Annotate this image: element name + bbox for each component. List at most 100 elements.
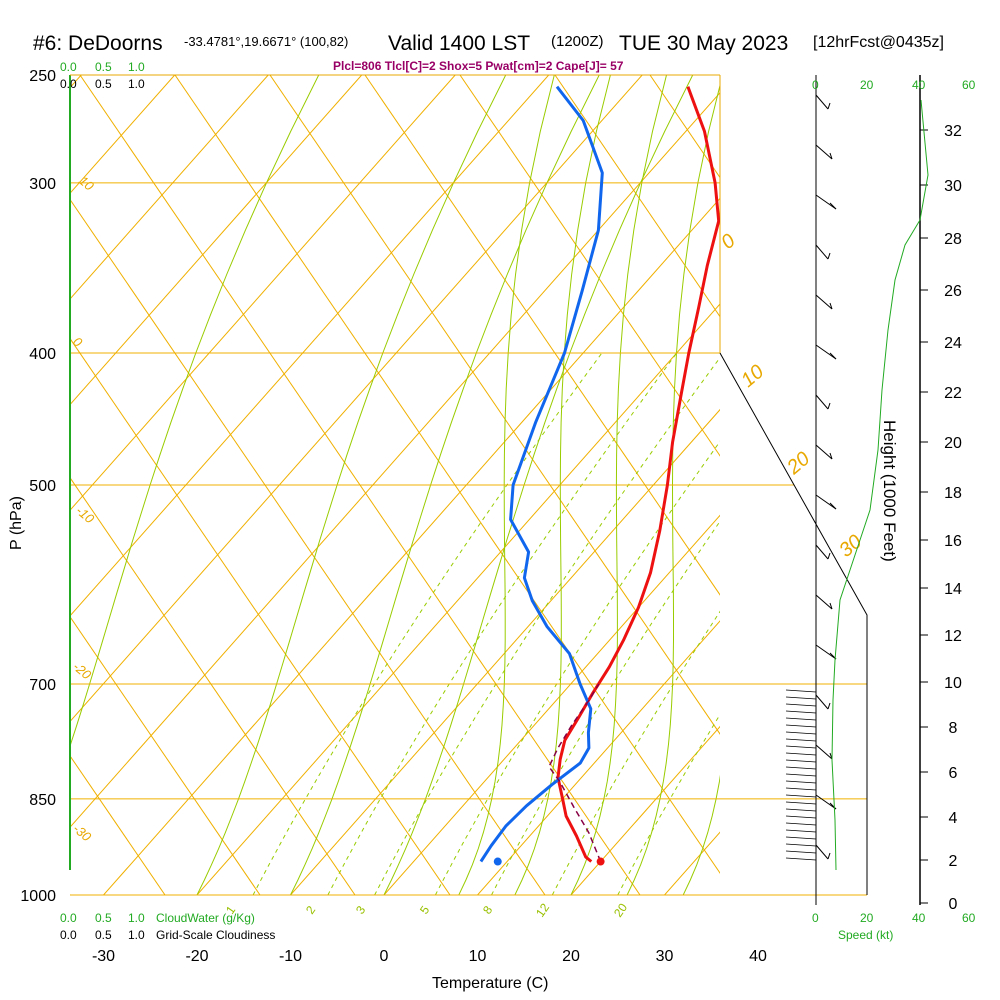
mixing-ratio-label: 8	[480, 903, 495, 917]
isotherm-line	[70, 75, 363, 406]
parcel-profile	[548, 683, 602, 862]
wind-barb-staff	[785, 787, 817, 791]
height-tick-label: 28	[944, 231, 962, 248]
wind-barb-staff	[785, 731, 817, 735]
cloudwater-bottom-05: 0.5	[95, 911, 112, 925]
x-tick-label: 20	[562, 948, 580, 965]
height-tick-label: 22	[944, 385, 962, 402]
wind-barb-staff	[815, 394, 829, 410]
wind-barb-flag	[829, 302, 833, 310]
isotherm-label: -10	[73, 503, 98, 527]
x-axis-title: Temperature (C)	[432, 975, 548, 992]
dry-adiabat-label: 20	[782, 448, 814, 480]
isotherm-label: 10	[76, 173, 97, 194]
wind-barb-staff	[815, 694, 829, 710]
x-tick-label: -10	[279, 948, 302, 965]
isotherm-label: -30	[70, 821, 95, 845]
wind-barb-staff	[815, 94, 829, 110]
wind-barb-staff	[815, 744, 833, 760]
wind-barb-flag	[829, 452, 833, 460]
wind-barb-staff	[785, 780, 817, 784]
forecast-cycle: [12hrFcst@0435z]	[813, 34, 944, 51]
x-tick-label: 30	[656, 948, 674, 965]
dry-adiabat-line	[459, 75, 720, 457]
wind-barb-staff	[785, 696, 817, 700]
height-axis-title: Height (1000 Feet)	[880, 420, 899, 562]
height-tick-label: 32	[944, 123, 962, 140]
height-tick-label: 24	[944, 335, 962, 352]
speed-top-0: 0	[812, 78, 819, 92]
station-coords: -33.4781°,19.6671° (100,82)	[184, 34, 348, 49]
height-tick-label: 6	[949, 765, 958, 782]
wind-barb-flag	[829, 202, 837, 210]
wind-barb-flag	[827, 552, 831, 560]
wind-barb-staff	[815, 444, 833, 460]
speed-bottom-60: 60	[962, 911, 976, 925]
pressure-tick-label: 700	[29, 677, 56, 694]
mixing-ratio-label: 3	[353, 903, 368, 917]
station-title: #6: DeDoorns	[33, 32, 163, 55]
height-tick-label: 14	[944, 581, 962, 598]
wind-barb-staff	[815, 244, 829, 260]
wind-speed-profile	[831, 99, 929, 871]
wind-barb-staff	[815, 644, 837, 660]
height-tick-label: 2	[949, 853, 958, 870]
mixing-ratio-label: 12	[533, 900, 552, 919]
wind-barb-staff	[785, 738, 817, 742]
wind-barb-staff	[785, 745, 817, 749]
wind-barb-staff	[815, 844, 829, 860]
mixing-ratio-label: 2	[303, 903, 318, 917]
wind-barb-staff	[785, 703, 817, 707]
cloudiness-bottom-1: 1.0	[128, 928, 145, 942]
x-tick-label: 0	[380, 948, 389, 965]
surface-temperature-marker	[596, 857, 605, 866]
cloudiness-bottom-05: 0.5	[95, 928, 112, 942]
wind-barb-staff	[785, 836, 817, 840]
height-tick-label: 4	[949, 810, 958, 827]
isotherm-line	[383, 514, 720, 895]
cloudwater-bottom-0: 0.0	[60, 911, 77, 925]
cloudiness-label: Grid-Scale Cloudiness	[156, 928, 275, 942]
x-tick-label: -30	[92, 948, 115, 965]
cloudwater-label: CloudWater (g/Kg)	[156, 911, 255, 925]
wind-barb-staff	[785, 773, 817, 777]
cloudwater-scale-0: 0.0	[60, 60, 77, 74]
wind-barb-staff	[815, 594, 833, 610]
cloudiness-bottom-0: 0.0	[60, 928, 77, 942]
isobar-lines	[70, 182, 867, 896]
pressure-ticks: 250 300 400 500 700 850 1000	[20, 68, 56, 905]
cloudiness-scale-0: 0.0	[60, 77, 77, 91]
moist-adiabat-line	[570, 75, 667, 895]
wind-barb-staff	[815, 294, 833, 310]
wind-barb-flag	[827, 102, 831, 110]
wind-barb-flag	[829, 502, 837, 510]
height-tick-label: 8	[949, 720, 958, 737]
cloudwater-scale-1: 1.0	[128, 60, 145, 74]
speed-bottom-40: 40	[912, 911, 926, 925]
pressure-tick-label: 400	[29, 346, 56, 363]
wind-barb-flag	[829, 352, 837, 360]
moist-adiabat-line	[626, 83, 720, 895]
wind-barb-flag	[827, 852, 831, 860]
height-tick-label: 0	[949, 896, 958, 913]
speed-bottom-0: 0	[812, 911, 819, 925]
wind-barb-staff	[785, 710, 817, 714]
cloudwater-bottom-1: 1.0	[128, 911, 145, 925]
wind-barb-staff	[785, 794, 817, 798]
wind-barb-staff	[785, 801, 817, 805]
wind-barb-flag	[827, 702, 831, 710]
cloudiness-scale-1: 1.0	[128, 77, 145, 91]
dry-adiabat-line	[70, 755, 166, 895]
wind-barb-staff	[785, 843, 817, 847]
wind-barb-staff	[815, 194, 837, 210]
height-tick-label: 30	[944, 178, 962, 195]
x-tick-label: 40	[749, 948, 767, 965]
temperature-profile	[556, 86, 721, 863]
moist-adiabat-line	[196, 75, 507, 895]
isotherm-label: 0	[70, 334, 86, 351]
wind-barb-staff	[785, 752, 817, 756]
dry-adiabat-line	[70, 615, 261, 895]
dry-adiabat-label: 10	[737, 361, 768, 392]
